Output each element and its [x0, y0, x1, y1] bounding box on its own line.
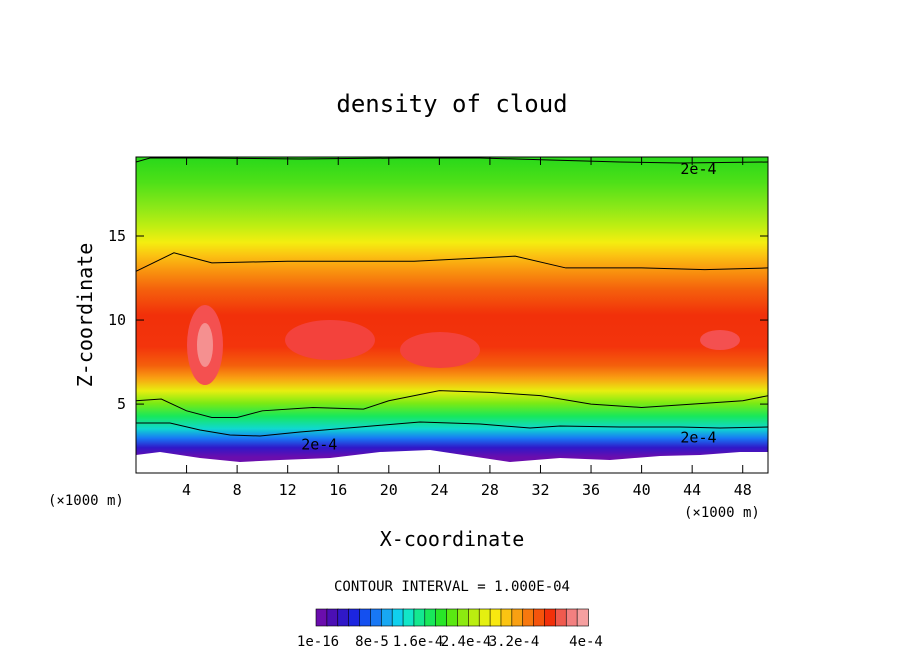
colorbar-swatch [391, 608, 404, 627]
contour-interval-note: CONTOUR INTERVAL = 1.000E-04 [334, 579, 570, 595]
y-tick-label: 15 [108, 227, 126, 245]
colorbar-swatch [489, 608, 502, 627]
colorbar-tick-label: 2.4e-4 [441, 634, 492, 650]
x-axis-ticks: 4 8 12 16 20 24 28 32 36 40 44 48 [182, 157, 752, 499]
contour-field [136, 157, 768, 473]
colorbar-swatch [380, 608, 393, 627]
x-tick-label: 40 [633, 481, 651, 499]
contour-line-2e-4-lower [136, 390, 768, 419]
high-density-patch [285, 320, 375, 360]
colorbar-swatch [370, 608, 383, 627]
x-tick-label: 24 [430, 481, 448, 499]
colorbar [315, 608, 589, 627]
x-tick-label: 12 [279, 481, 297, 499]
plot-area [136, 157, 768, 473]
colorbar-swatch [402, 608, 415, 627]
colorbar-swatch [457, 608, 470, 627]
contour-line-2e-4-bottom [136, 421, 768, 437]
colorbar-tick-label: 4e-4 [569, 634, 603, 650]
plot-frame [135, 156, 769, 474]
colorbar-tick-label: 1.6e-4 [393, 634, 444, 650]
no-cloud-region [136, 450, 768, 473]
colorbar-tick-label: 8e-5 [355, 634, 389, 650]
x-tick-label: 36 [582, 481, 600, 499]
high-density-patch [700, 330, 740, 350]
contour-line-labels: 2e-4 2e-4 2e-4 [301, 160, 716, 454]
colorbar-swatch [413, 608, 426, 627]
y-tick-label: 10 [108, 311, 126, 329]
colorbar-swatch [478, 608, 491, 627]
colorbar-swatch [468, 608, 481, 627]
colorbar-swatch [348, 608, 361, 627]
colorbar-swatch [326, 608, 339, 627]
high-density-patch [400, 332, 480, 368]
x-tick-label: 48 [734, 481, 752, 499]
colorbar-swatch [544, 608, 557, 627]
x-tick-label: 32 [531, 481, 549, 499]
x-tick-label: 20 [380, 481, 398, 499]
x-tick-label: 16 [329, 481, 347, 499]
colorbar-swatch [511, 608, 524, 627]
colorbar-swatch [435, 608, 448, 627]
colorbar-swatch [337, 608, 350, 627]
colorbar-swatch [424, 608, 437, 627]
contour-line-2e-4-upper [136, 252, 768, 272]
colorbar-tick-label: 3.2e-4 [489, 634, 540, 650]
colorbar-swatch [500, 608, 513, 627]
contour-label: 2e-4 [680, 429, 716, 447]
contour-line-2e-4-top [136, 157, 768, 164]
x-axis-unit-left: (×1000 m) [48, 493, 124, 509]
x-axis-label: X-coordinate [380, 527, 525, 551]
colorbar-swatch [533, 608, 546, 627]
colorbar-swatch [555, 608, 568, 627]
y-axis-ticks: 5 10 15 [108, 227, 768, 413]
y-tick-label: 5 [117, 395, 126, 413]
colorbar-tick-labels: 1e-16 8e-5 1.6e-42.4e-43.2e-4 4e-4 [297, 634, 603, 650]
contour-label: 2e-4 [301, 435, 337, 453]
colorbar-swatch [576, 608, 589, 627]
x-axis-unit-right: (×1000 m) [684, 505, 760, 521]
colorbar-tick-label: 1e-16 [297, 634, 339, 650]
x-tick-label: 8 [233, 481, 242, 499]
chart-title: density of cloud [336, 90, 567, 118]
peak-density-patch [197, 323, 213, 367]
colorbar-swatch [565, 608, 578, 627]
colorbar-swatch [359, 608, 372, 627]
colorbar-swatch [522, 608, 535, 627]
contour-label: 2e-4 [680, 160, 716, 178]
x-tick-label: 28 [481, 481, 499, 499]
colorbar-swatch [446, 608, 459, 627]
x-tick-label: 4 [182, 481, 191, 499]
colorbar-swatch [315, 608, 328, 627]
x-tick-label: 44 [683, 481, 701, 499]
y-axis-label: Z-coordinate [73, 243, 97, 388]
